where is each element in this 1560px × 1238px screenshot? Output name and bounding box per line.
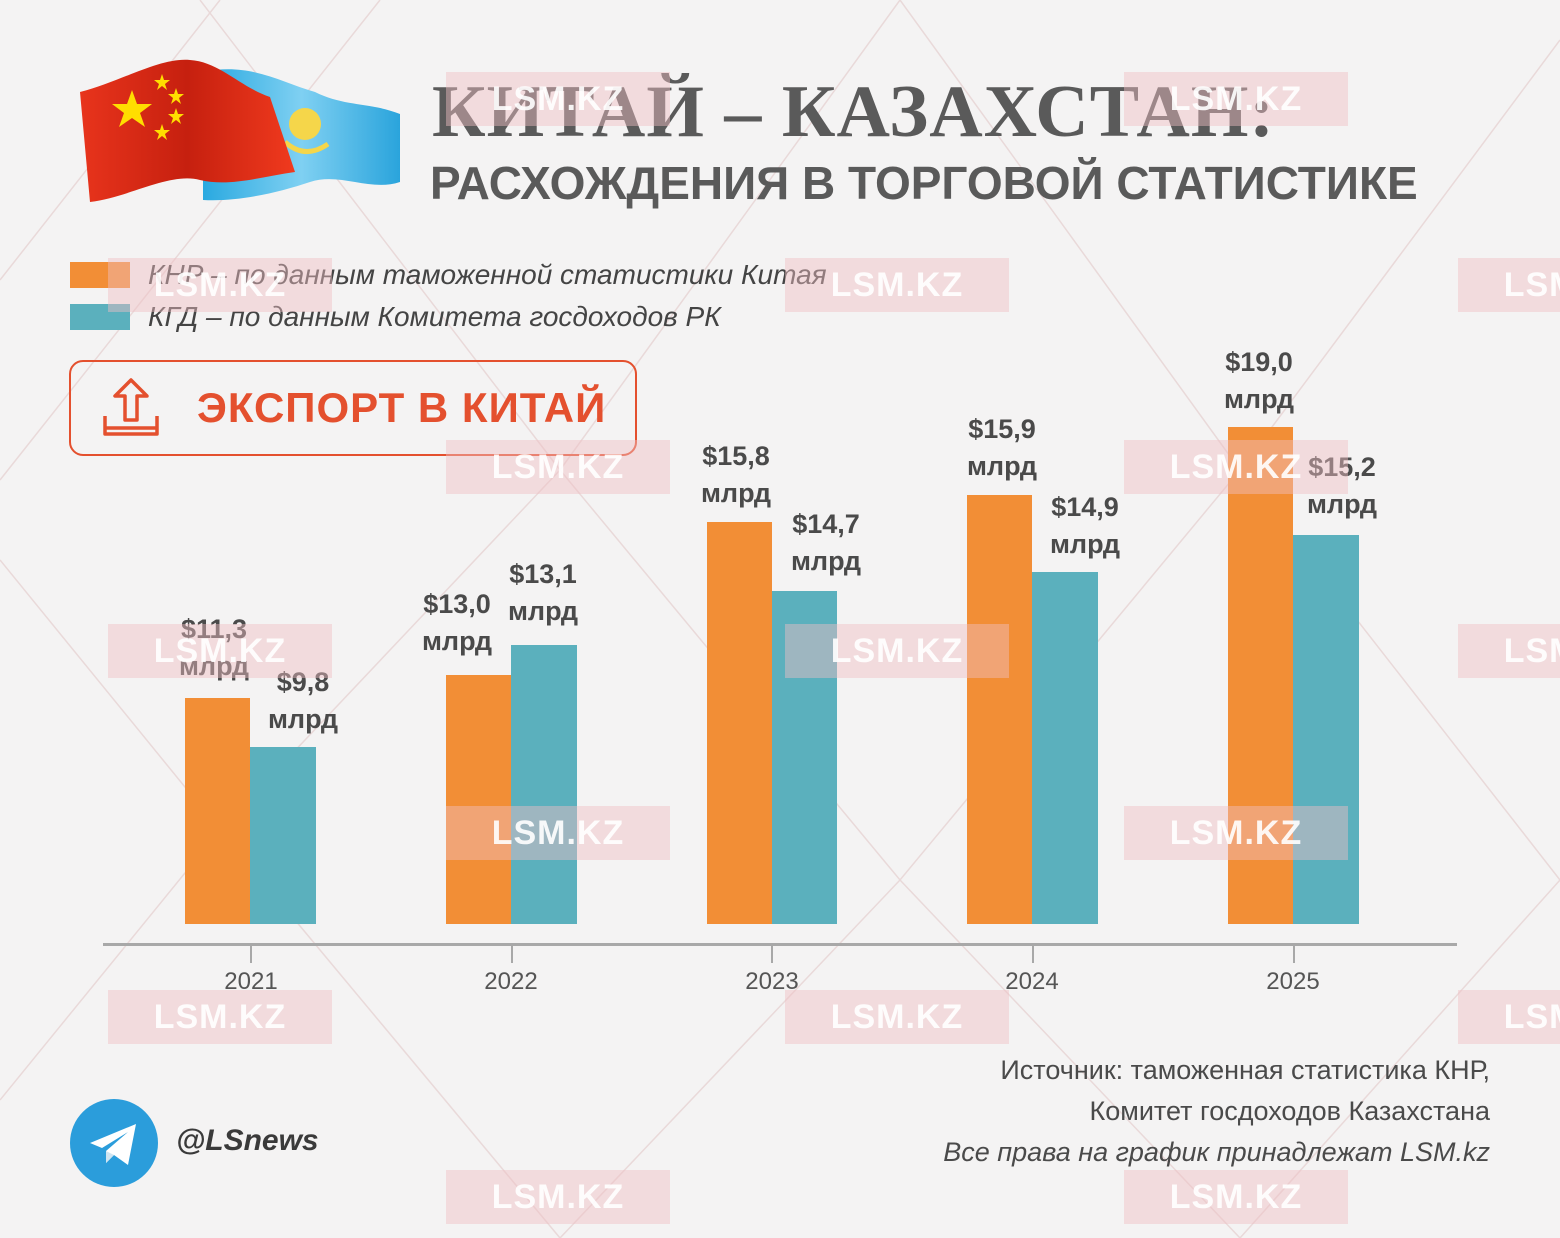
watermark: LSM.KZ xyxy=(108,258,332,312)
x-tick xyxy=(1293,945,1295,963)
legend-item-kgd: КГД – по данным Комитета госдоходов РК xyxy=(70,296,827,338)
bar-2023-knr xyxy=(707,522,772,924)
watermark: LSM.KZ xyxy=(446,806,670,860)
chart-legend: КНР – по данным таможенной статистики Ки… xyxy=(70,254,827,338)
export-section-header: ЭКСПОРТ В КИТАЙ xyxy=(69,360,637,456)
source-line-1: Источник: таможенная статистика КНР, xyxy=(1000,1055,1490,1085)
export-upload-icon xyxy=(103,378,159,436)
legend-label-knr: КНР – по данным таможенной статистики Ки… xyxy=(148,259,827,290)
source-line-2: Комитет госдоходов Казахстана xyxy=(1089,1096,1490,1126)
value-label-2024-kgd: $14,9 млрд xyxy=(1049,492,1121,559)
value-label-2021-kgd: $9,8 млрд xyxy=(267,667,339,734)
watermark: LSM.KZ xyxy=(1458,258,1560,312)
watermark: LSM.KZ xyxy=(1124,72,1348,126)
x-tick xyxy=(250,945,252,963)
x-tick xyxy=(1032,945,1034,963)
value-label-2021-knr: $11,3 млрд xyxy=(178,614,250,681)
watermark: LSM.KZ xyxy=(446,1170,670,1224)
bar-2025-kgd xyxy=(1293,535,1359,924)
bar-2023-kgd xyxy=(772,591,837,924)
copyright-note: Все права на график принадлежат LSM.kz xyxy=(943,1137,1490,1167)
legend-label-kgd: КГД – по данным Комитета госдоходов РК xyxy=(148,301,721,332)
value-label-2024-knr: $15,9 млрд xyxy=(966,414,1038,481)
watermark: LSM.KZ xyxy=(1124,1170,1348,1224)
x-label-2023: 2023 xyxy=(745,968,799,995)
watermark: LSM.KZ xyxy=(1458,990,1560,1044)
export-section-title: ЭКСПОРТ В КИТАЙ xyxy=(197,384,607,431)
x-label-2025: 2025 xyxy=(1266,968,1320,995)
value-label-2022-knr: $13,0 млрд xyxy=(421,589,493,656)
watermark: LSM.KZ xyxy=(446,72,670,126)
legend-swatch-knr xyxy=(70,262,130,288)
telegram-handle[interactable]: @LSnews xyxy=(176,1124,319,1157)
watermark: LSM.KZ xyxy=(108,624,332,678)
bar-2022-kgd xyxy=(511,645,577,924)
bar-2024-knr xyxy=(967,495,1032,924)
legend-item-knr: КНР – по данным таможенной статистики Ки… xyxy=(70,254,827,296)
watermark: LSM.KZ xyxy=(108,990,332,1044)
x-tick xyxy=(511,945,513,963)
value-label-2022-kgd: $13,1 млрд xyxy=(507,559,579,626)
watermark: LSM.KZ xyxy=(785,258,1009,312)
watermark: LSM.KZ xyxy=(1458,624,1560,678)
x-tick xyxy=(771,945,773,963)
bar-2021-kgd xyxy=(250,747,316,924)
bar-2021-knr xyxy=(185,698,250,924)
x-label-2021: 2021 xyxy=(224,968,278,995)
watermark: LSM.KZ xyxy=(785,624,1009,678)
page-subtitle: РАСХОЖДЕНИЯ В ТОРГОВОЙ СТАТИСТИКЕ xyxy=(430,157,1418,209)
value-label-2023-kgd: $14,7 млрд xyxy=(790,509,862,576)
watermark: LSM.KZ xyxy=(1124,806,1348,860)
watermark: LSM.KZ xyxy=(1124,440,1348,494)
page-title: КИТАЙ – КАЗАХСТАН: xyxy=(432,71,1276,153)
telegram-icon[interactable] xyxy=(70,1099,158,1187)
value-label-2025-knr: $19,0 млрд xyxy=(1223,347,1295,414)
x-axis xyxy=(103,943,1457,946)
value-label-2023-knr: $15,8 млрд xyxy=(700,441,772,508)
x-label-2024: 2024 xyxy=(1005,968,1059,995)
value-label-2025-kgd: $15,2 млрд xyxy=(1306,452,1378,519)
watermark: LSM.KZ xyxy=(785,990,1009,1044)
bar-2024-kgd xyxy=(1032,572,1098,924)
legend-swatch-kgd xyxy=(70,304,130,330)
watermark: LSM.KZ xyxy=(446,440,670,494)
x-label-2022: 2022 xyxy=(484,968,538,995)
bar-2025-knr xyxy=(1228,427,1293,924)
source-note: Источник: таможенная статистика КНР, Ком… xyxy=(943,1050,1490,1173)
china-kazakhstan-flags-icon xyxy=(80,59,400,203)
bar-2022-knr xyxy=(446,675,511,924)
